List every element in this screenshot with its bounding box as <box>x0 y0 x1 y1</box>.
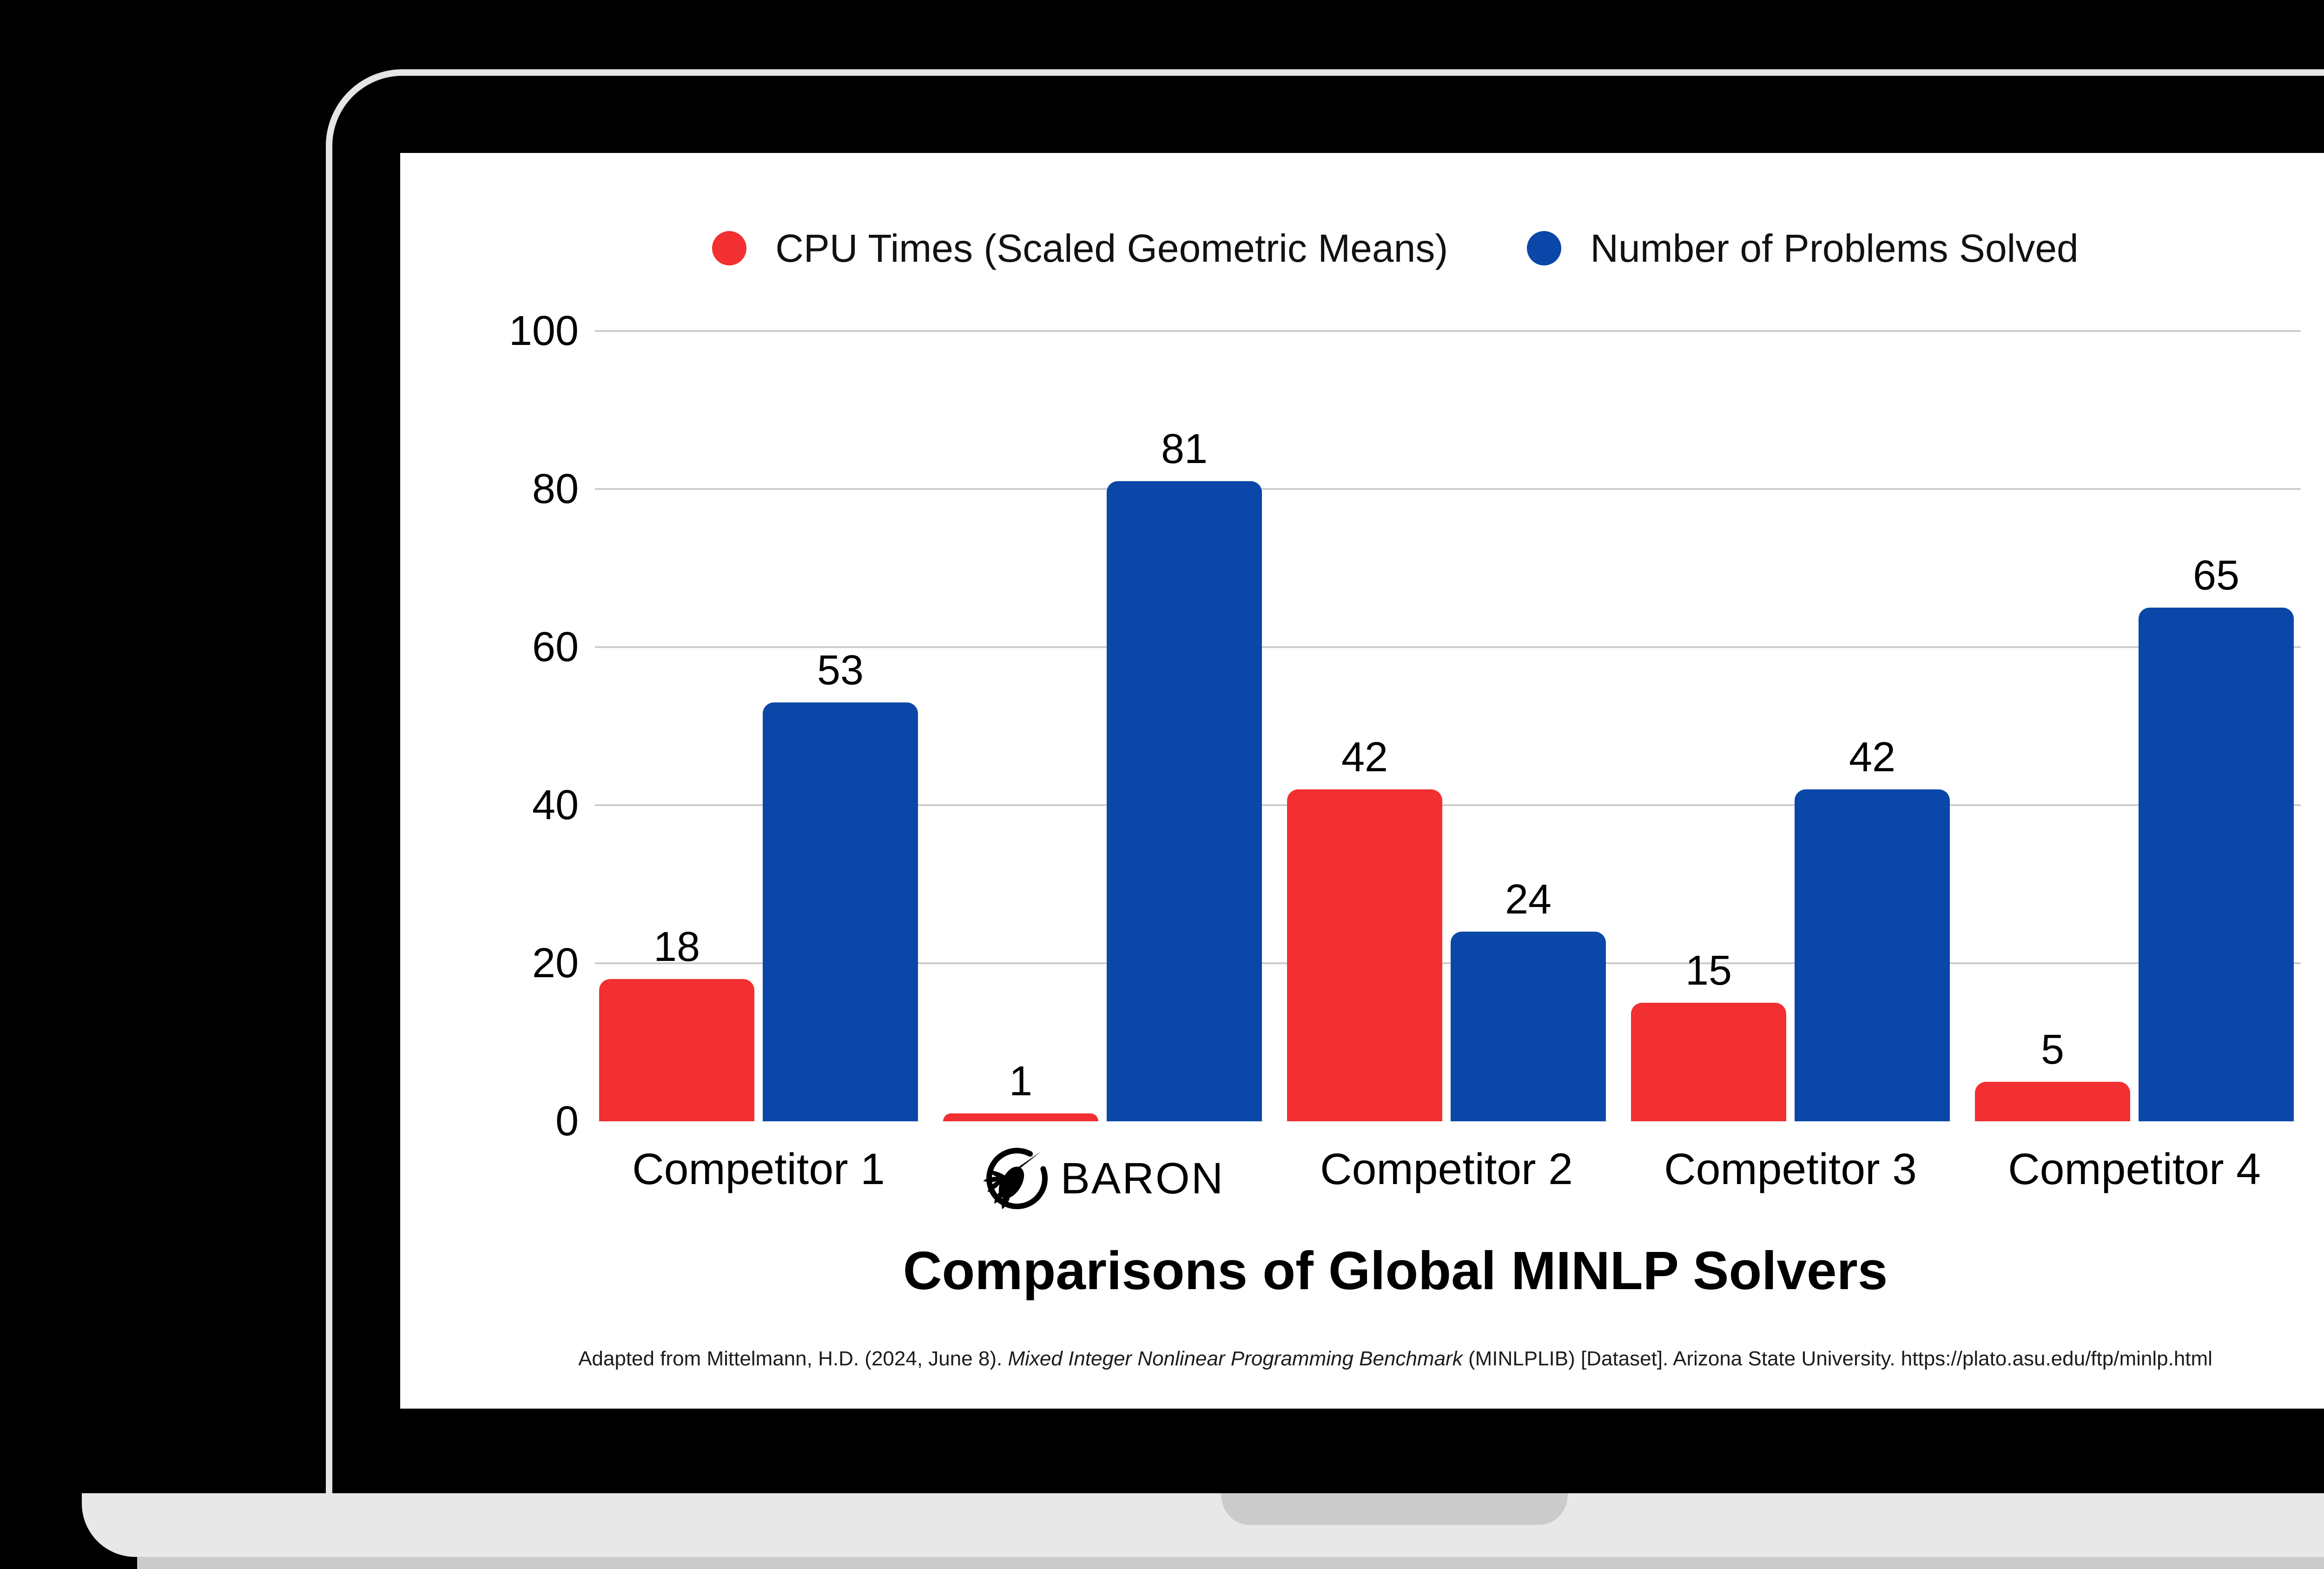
bar-value-label: 1 <box>1009 1058 1033 1105</box>
x-axis-label-1: Competitor 1 <box>632 1145 885 1194</box>
bar-problems-solved-3 <box>1451 932 1606 1121</box>
citation-footnote: Adapted from Mittelmann, H.D. (2024, Jun… <box>400 1347 2324 1371</box>
bar-cpu-times-2 <box>943 1113 1098 1121</box>
bar-value-label: 5 <box>2040 1026 2065 1073</box>
bar-value-label: 42 <box>1849 734 1896 781</box>
gridline-y-20 <box>595 962 2301 964</box>
bar-value-label: 24 <box>1505 876 1552 923</box>
chart-title: Comparisons of Global MINLP Solvers <box>903 1240 1888 1301</box>
bar-problems-solved-4 <box>1795 789 1950 1121</box>
y-axis-tick-0: 0 <box>555 1098 579 1145</box>
laptop-base-bottom-edge <box>137 1557 2324 1569</box>
bar-cpu-times-1 <box>599 979 754 1121</box>
x-axis-label-5: Competitor 4 <box>2008 1145 2261 1194</box>
gridline-y-100 <box>595 330 2301 332</box>
bar-chart-plot-area: 0 20 40 60 80 100 18 53 Competitor 1 1 81 BARON 42 2… <box>509 310 2301 1210</box>
citation-prefix: Adapted from Mittelmann, H.D. (2024, Jun… <box>578 1347 1008 1370</box>
y-axis-tick-20: 20 <box>532 940 579 986</box>
legend-label-cpu-times: CPU Times (Scaled Geometric Means) <box>775 226 1448 270</box>
legend-dot-red <box>712 231 747 265</box>
legend-label-problems-solved: Number of Problems Solved <box>1590 226 2079 270</box>
bar-value-label: 65 <box>2192 552 2240 599</box>
legend-item-problems-solved: Number of Problems Solved <box>1527 226 2079 270</box>
bar-value-label: 15 <box>1685 947 1732 994</box>
laptop-base <box>82 1493 2324 1557</box>
legend-item-cpu-times: CPU Times (Scaled Geometric Means) <box>712 229 1448 268</box>
bar-cpu-times-4 <box>1631 1003 1786 1121</box>
legend-dot-blue <box>1527 231 1562 265</box>
x-axis-label-2: BARON <box>931 1144 1274 1213</box>
bar-problems-solved-1 <box>763 702 918 1121</box>
gridline-y-60 <box>595 646 2301 648</box>
bar-value-label: 42 <box>1341 734 1388 781</box>
baron-hummingbird-icon <box>983 1148 1048 1210</box>
baron-wordmark: BARON <box>1060 1154 1225 1203</box>
citation-suffix: (MINLPLIB) [Dataset]. Arizona State Univ… <box>1462 1347 2212 1370</box>
screen-content: CPU Times (Scaled Geometric Means) Numbe… <box>400 153 2324 1409</box>
bar-problems-solved-5 <box>2139 608 2294 1121</box>
bar-value-label: 53 <box>817 647 864 694</box>
x-axis-label-3: Competitor 2 <box>1320 1145 1573 1194</box>
gridline-y-40 <box>595 804 2301 806</box>
y-axis-tick-40: 40 <box>532 782 579 828</box>
x-axis-label-4: Competitor 3 <box>1664 1145 1917 1194</box>
chart-legend: CPU Times (Scaled Geometric Means) Numbe… <box>400 229 2324 268</box>
bar-problems-solved-2 <box>1107 481 1262 1121</box>
y-axis-tick-60: 60 <box>532 624 579 670</box>
laptop-trackpad-notch <box>1221 1493 1568 1525</box>
bar-value-label: 18 <box>653 924 700 970</box>
bar-cpu-times-3 <box>1287 789 1442 1121</box>
y-axis-tick-100: 100 <box>508 308 579 354</box>
bar-cpu-times-5 <box>1975 1082 2130 1121</box>
gridline-y-80 <box>595 488 2301 490</box>
y-axis-tick-80: 80 <box>532 466 579 512</box>
citation-work-title: Mixed Integer Nonlinear Programming Benc… <box>1008 1347 1463 1370</box>
bar-value-label: 81 <box>1161 426 1208 472</box>
